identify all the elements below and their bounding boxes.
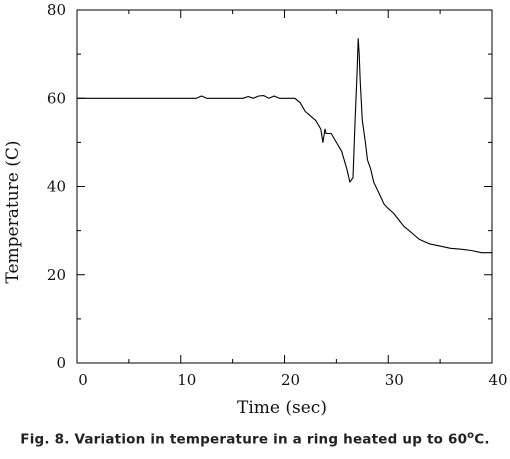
y-tick-label: 40 <box>47 178 66 196</box>
figure-caption: Fig. 8. Variation in temperature in a ri… <box>0 430 510 448</box>
y-axis-label: Temperature (C) <box>3 140 23 283</box>
y-tick-label: 0 <box>56 354 66 372</box>
plot-border <box>76 9 493 364</box>
x-axis: 0 10 20 30 40 <box>76 10 508 389</box>
y-axis: 0 20 40 60 80 <box>47 1 492 372</box>
x-tick-label: 40 <box>488 371 507 389</box>
line-chart: 0 10 20 30 40 0 20 40 60 80 Time (sec) Temperatu… <box>3 1 508 418</box>
caption-text: Fig. 8. Variation in temperature in a ri… <box>20 431 468 448</box>
caption-suffix: C. <box>474 431 490 448</box>
y-tick-label: 20 <box>47 266 66 284</box>
degree-mark: o <box>467 430 475 441</box>
x-tick-label: 20 <box>281 371 300 389</box>
plot-frame <box>76 9 493 364</box>
x-tick-label: 10 <box>177 371 196 389</box>
y-tick-label: 80 <box>47 1 66 19</box>
x-tick-label: 30 <box>385 371 404 389</box>
x-tick-label: 0 <box>78 371 88 389</box>
y-tick-label: 60 <box>47 89 66 107</box>
series-line <box>77 38 492 254</box>
x-axis-label: Time (sec) <box>237 398 327 418</box>
